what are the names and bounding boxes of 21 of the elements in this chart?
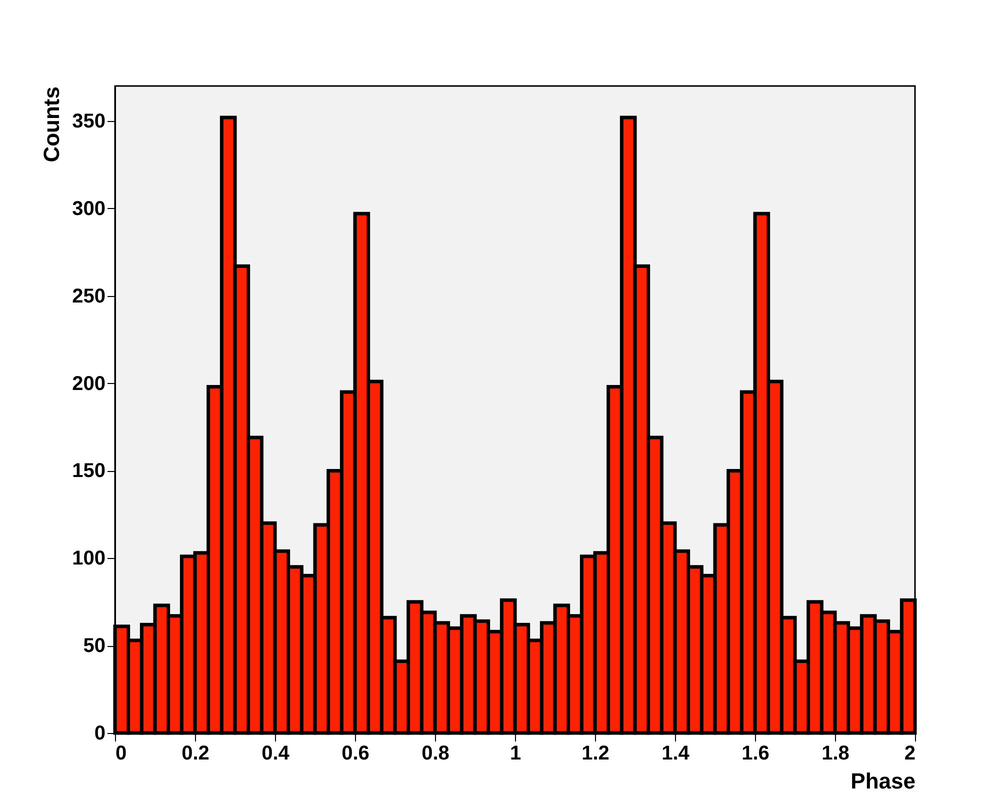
x-tick-label: 0 (116, 742, 127, 764)
y-tick-label: 150 (72, 460, 106, 482)
y-tick-label: 350 (72, 110, 106, 132)
x-tick-label: 1.6 (742, 742, 770, 764)
y-tick-label: 250 (72, 285, 106, 308)
x-tick-label: 0.8 (422, 742, 450, 764)
x-tick-label: 1 (510, 742, 522, 764)
x-tick-label: 0.2 (182, 742, 210, 764)
y-tick-label: 300 (72, 198, 106, 220)
x-tick-label: 0.4 (262, 742, 290, 764)
y-tick-label: 50 (83, 635, 106, 658)
y-axis-title: Counts (39, 86, 64, 162)
x-tick-label: 0.6 (342, 742, 370, 764)
x-axis-title: Phase (850, 768, 916, 794)
y-tick-label: 200 (72, 372, 106, 395)
y-tick-label: 100 (72, 548, 106, 570)
y-tick-label: 0 (94, 722, 106, 744)
x-tick-label: 1.8 (822, 742, 850, 764)
x-tick-label: 2 (904, 742, 916, 764)
x-tick-label: 1.4 (662, 742, 690, 764)
x-tick-label: 1.2 (582, 742, 610, 764)
